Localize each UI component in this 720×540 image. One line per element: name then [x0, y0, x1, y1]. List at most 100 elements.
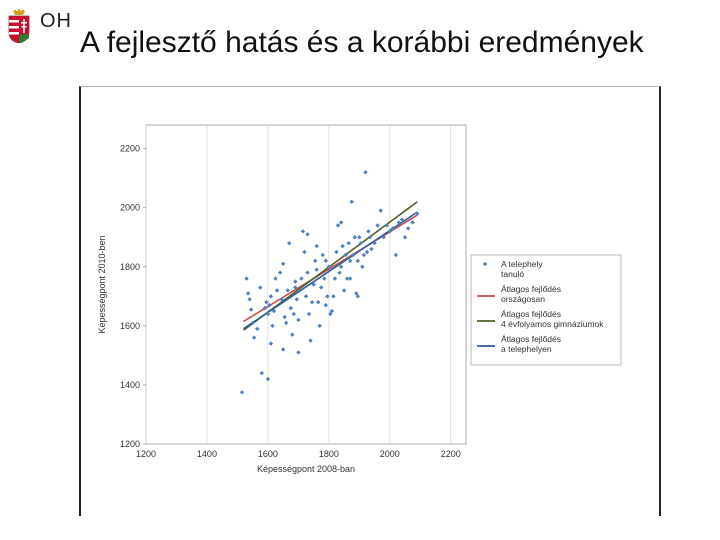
- data-point: [325, 294, 330, 299]
- y-tick-label: 1200: [120, 439, 140, 449]
- legend-label: 4 évfolyamos gimnáziumok: [501, 319, 604, 329]
- data-point: [320, 252, 325, 258]
- data-point: [367, 235, 373, 240]
- data-point: [352, 235, 357, 240]
- legend-label: a telephelyen: [501, 344, 552, 354]
- data-point: [364, 249, 370, 255]
- data-point: [268, 341, 274, 346]
- data-point: [322, 276, 327, 281]
- data-point: [329, 308, 335, 314]
- trend-line: [243, 214, 418, 323]
- data-point: [323, 258, 329, 264]
- chart-frame: 1200 1400 1600 1800 2000 2200 1200 1400 1600 1800…: [79, 86, 661, 516]
- data-point: [303, 294, 309, 299]
- organization-abbreviation: OH: [40, 10, 72, 32]
- data-point: [347, 258, 353, 264]
- data-point: [293, 285, 298, 290]
- data-point: [314, 243, 319, 249]
- data-point: [337, 270, 342, 275]
- data-point: [262, 305, 268, 311]
- data-point: [285, 288, 290, 293]
- data-point: [270, 323, 275, 329]
- x-tick-label: 1200: [136, 449, 156, 459]
- y-tick-label: 1800: [120, 262, 140, 272]
- data-point: [347, 276, 353, 281]
- data-point: [265, 311, 271, 317]
- data-point: [308, 338, 313, 343]
- data-point: [369, 246, 374, 252]
- data-point: [306, 311, 312, 317]
- x-tick-label: 1800: [319, 449, 339, 459]
- data-point: [334, 249, 339, 255]
- data-point: [299, 276, 304, 281]
- data-point: [250, 320, 255, 326]
- data-point: [361, 252, 367, 258]
- data-point: [283, 320, 289, 326]
- data-point: [293, 279, 298, 284]
- data-point: [314, 267, 319, 272]
- data-point: [351, 252, 356, 258]
- data-point: [358, 240, 364, 246]
- scatter-chart: 1200 1400 1600 1800 2000 2200 1200 1400 1600 1800…: [97, 124, 622, 474]
- data-point: [277, 270, 283, 275]
- x-axis-label: Képességpont 2008-ban: [257, 464, 355, 474]
- x-tick-label: 2000: [380, 449, 400, 459]
- data-point: [323, 302, 329, 308]
- data-point: [384, 223, 389, 228]
- data-point: [305, 232, 310, 237]
- data-point: [312, 258, 318, 264]
- data-point: [338, 264, 344, 269]
- data-point: [287, 240, 292, 246]
- legend-label: Átlagos fejlődés: [501, 309, 561, 319]
- data-point: [344, 276, 350, 281]
- x-tick-label: 1600: [258, 449, 278, 459]
- legend-label: Átlagos fejlődés: [501, 284, 561, 294]
- legend-label: Átlagos fejlődés: [501, 334, 561, 344]
- data-point: [378, 208, 383, 213]
- data-point: [305, 270, 310, 275]
- data-point: [259, 370, 265, 376]
- data-point: [328, 311, 333, 317]
- data-point: [357, 235, 362, 240]
- data-point: [274, 288, 280, 293]
- data-point: [338, 220, 344, 225]
- data-point: [288, 305, 293, 311]
- data-point: [248, 307, 254, 312]
- data-point: [282, 314, 287, 320]
- data-point: [410, 220, 415, 225]
- data-point: [375, 223, 380, 228]
- data-point: [247, 297, 252, 302]
- slide-title: A fejlesztő hatás és a korábbi eredménye…: [80, 26, 644, 59]
- data-point: [317, 323, 322, 329]
- data-point: [296, 317, 301, 323]
- data-point: [239, 390, 245, 395]
- x-tick-label: 1400: [197, 449, 217, 459]
- data-point: [381, 235, 386, 240]
- data-point: [331, 294, 336, 299]
- data-point: [396, 220, 402, 225]
- data-point: [280, 261, 286, 267]
- data-point: [360, 264, 365, 269]
- data-point: [399, 217, 405, 222]
- data-point: [267, 302, 272, 308]
- data-point: [244, 276, 249, 281]
- data-point: [258, 285, 263, 290]
- y-axis-label: Képességpont 2010-ben: [97, 235, 107, 333]
- y-tick-label: 1600: [120, 321, 140, 331]
- data-point: [349, 199, 354, 204]
- y-tick-label: 2200: [120, 144, 140, 154]
- data-point: [265, 376, 271, 382]
- y-tick-label: 2000: [120, 203, 140, 213]
- data-point: [405, 226, 411, 231]
- data-point: [387, 229, 393, 234]
- data-point: [343, 252, 348, 258]
- legend-marker-point: [482, 261, 488, 267]
- x-tick-label: 2200: [441, 449, 461, 459]
- data-point: [415, 211, 420, 216]
- data-point: [372, 240, 377, 246]
- data-point: [363, 170, 368, 175]
- data-point: [355, 294, 361, 299]
- data-point: [366, 229, 371, 234]
- data-point: [271, 308, 277, 314]
- data-point: [346, 240, 351, 246]
